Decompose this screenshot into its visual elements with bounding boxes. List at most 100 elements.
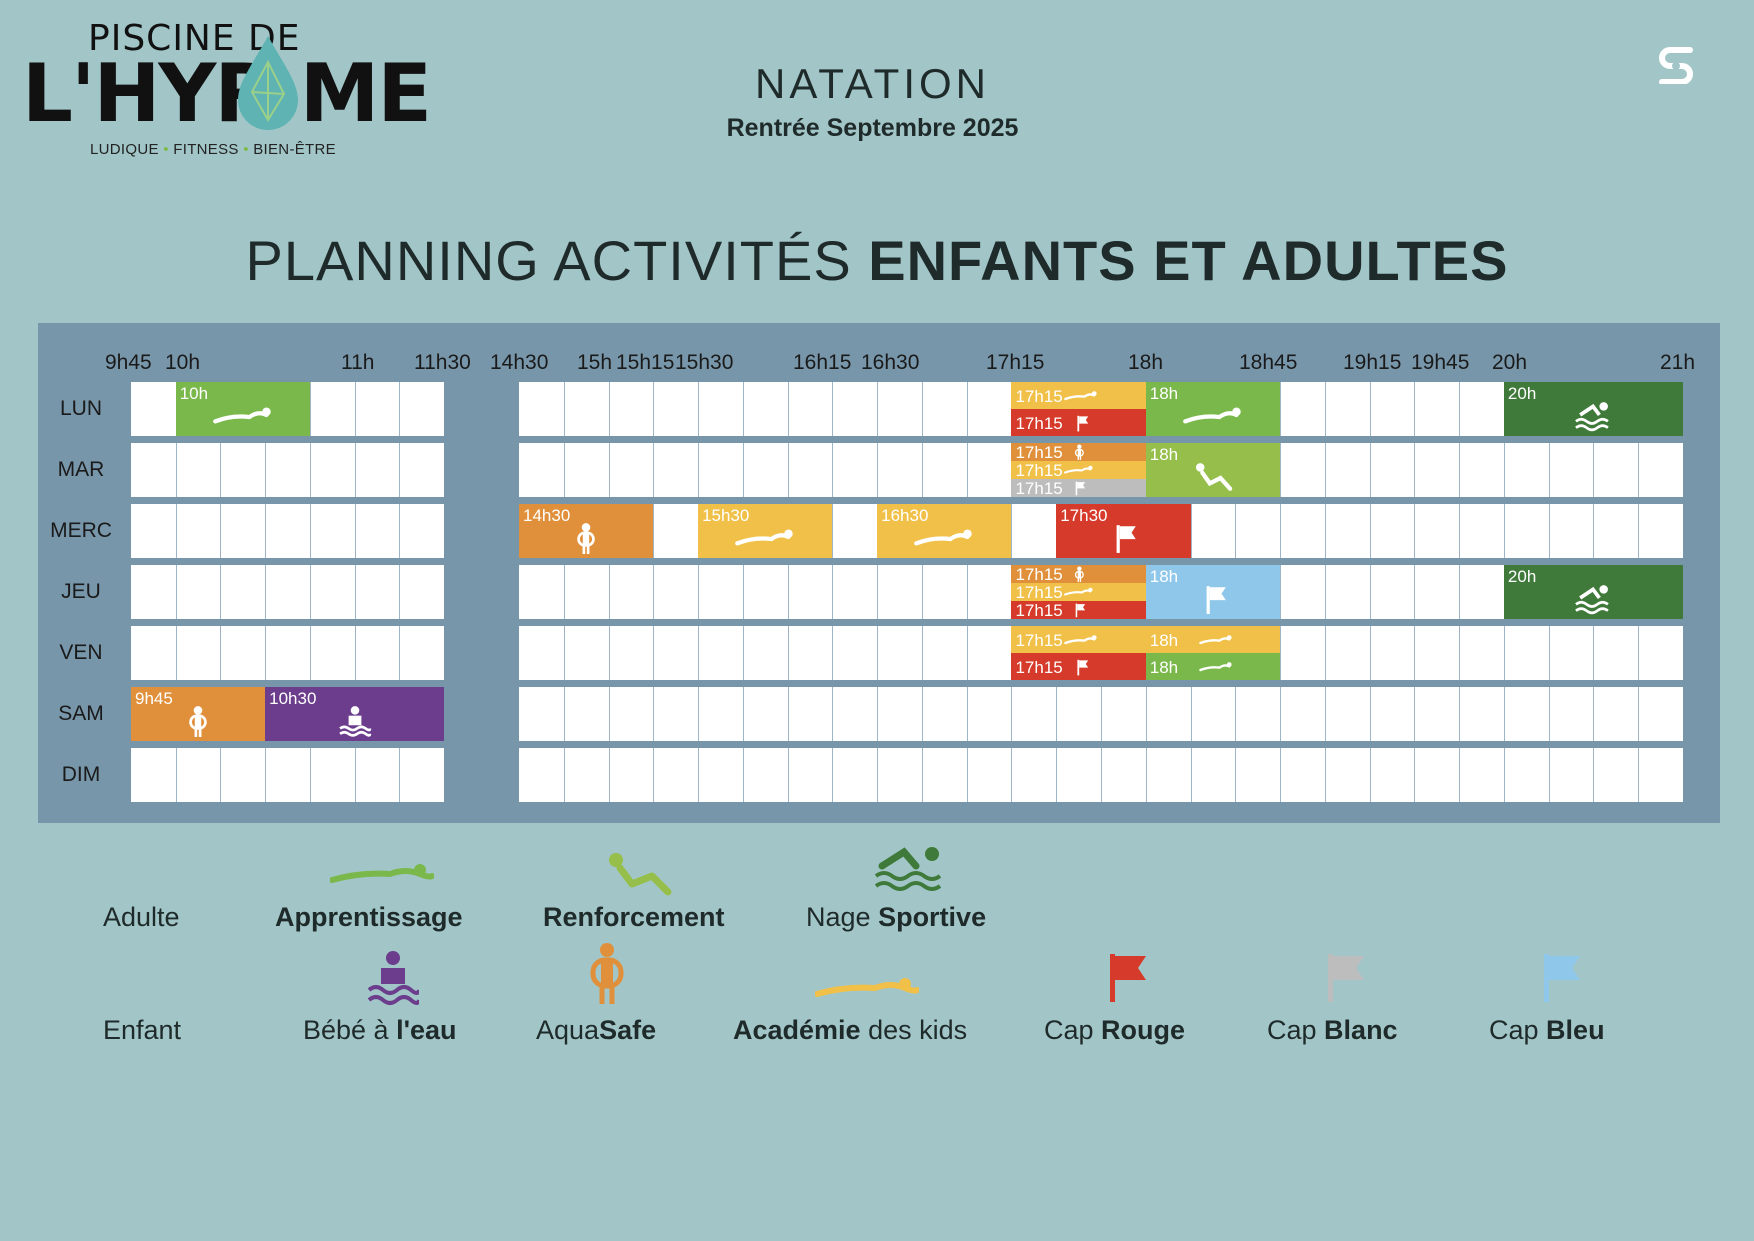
event-time: 18h [1149,630,1179,650]
schedule-event[interactable]: 20h [1503,382,1683,436]
legend-academie: Académie des kids [733,1015,967,1046]
schedule-event[interactable]: 14h30 [519,504,654,558]
schedule-event[interactable]: 18h [1145,443,1281,497]
schedule-event[interactable]: 17h15 [1011,653,1146,680]
legend-bebe-light: Bébé à [303,1015,397,1045]
s-logo-icon [1659,47,1693,84]
page-title-light: PLANNING ACTIVITÉS [245,229,869,292]
event-time: 17h15 [1015,461,1063,480]
schedule-row [131,565,444,619]
schedule-event[interactable]: 17h15 [1011,626,1146,653]
schedule-event[interactable]: 18h [1145,565,1281,619]
schedule-event[interactable]: 17h15 [1011,479,1146,497]
legend-cap-rouge-prefix: Cap [1044,1015,1102,1045]
legend-renforcement: Renforcement [543,902,725,933]
schedule-event[interactable]: 16h30 [877,504,1012,558]
flag-icon [1076,603,1086,618]
time-header: 11h30 [414,351,471,374]
legend-cap-rouge: Cap Rouge [1044,1015,1185,1046]
event-time: 17h30 [1060,506,1108,525]
event-time: 10h30 [269,689,317,708]
day-label: MAR [57,458,105,481]
legend-cap-bleu: Cap Bleu [1489,1015,1605,1046]
schedule-row [131,443,444,497]
legend-aqua-light: Aqua [536,1015,600,1045]
legend-nage-light: Nage [806,902,879,932]
legend-cap-rouge-bold: Rouge [1101,1015,1186,1045]
flag-icon [1110,954,1146,1002]
event-time: 20h [1507,567,1537,586]
schedule-row [131,626,444,680]
time-header: 17h15 [986,351,1045,374]
day-label: DIM [61,763,101,786]
time-header: 14h30 [490,351,549,374]
swimmer-glide-icon [1064,390,1098,400]
schedule-event[interactable]: 10h [175,382,310,436]
legend-cap-bleu-bold: Bleu [1546,1015,1605,1045]
schedule-event[interactable]: 17h15 [1011,443,1146,462]
legend-apprentissage-label: Apprentissage [275,902,463,932]
page-title: PLANNING ACTIVITÉS ENFANTS ET ADULTES [0,228,1754,293]
swimmer-glide-icon [212,407,271,424]
event-time: 18h [1149,384,1179,403]
legend-nage-bold: Sportive [878,902,987,932]
schedule-row [519,687,1683,741]
schedule-event[interactable]: 20h [1503,565,1683,619]
flag-icon [1077,415,1089,431]
schedule-event[interactable]: 17h15 [1011,583,1146,602]
swimmer-glide-icon [1183,407,1241,424]
schedule-event[interactable]: 10h30 [265,687,444,741]
logo-tagline: LUDIQUE • FITNESS • BIEN-ÊTRE [90,141,336,158]
schedule-event[interactable]: 18h [1145,626,1281,653]
situp-icon [609,853,672,896]
time-header: 16h15 [793,351,852,374]
day-label: VEN [59,641,103,664]
event-time: 14h30 [523,506,571,525]
time-header: 18h [1128,351,1164,374]
legend-cap-blanc-prefix: Cap [1267,1015,1325,1045]
logo-line-2: L'HYR ME [22,47,432,140]
event-time: 18h [1149,567,1179,586]
page-title-bold: ENFANTS ET ADULTES [868,229,1509,292]
schedule-event[interactable]: 17h15 [1011,382,1146,409]
event-time: 17h15 [1015,630,1063,650]
day-label: LUN [59,397,102,420]
swimmer-glide-icon [735,529,793,546]
time-header: 10h [165,351,201,374]
schedule-event[interactable]: 17h15 [1011,565,1146,584]
event-time: 17h15 [1015,657,1063,677]
schedule-event[interactable]: 18h [1145,382,1281,436]
swimmer-glide-icon [815,978,919,997]
schedule-event[interactable]: 18h [1145,653,1281,680]
event-time: 9h45 [135,689,173,708]
schedule-event[interactable]: 17h15 [1011,601,1146,619]
legend-academie-light: des kids [860,1015,968,1045]
schedule-event[interactable]: 17h30 [1056,504,1191,558]
flag-icon [1116,525,1137,553]
schedule-event[interactable]: 15h30 [698,504,833,558]
child-float-icon [590,943,624,1004]
child-float-icon [1075,566,1085,583]
time-header: 15h15 [616,351,675,374]
day-label: MERC [50,519,112,542]
swimmer-glide-icon [1064,466,1093,474]
schedule-event[interactable]: 9h45 [131,687,266,741]
event-time: 20h [1507,384,1537,403]
schedule-row [131,748,444,802]
event-time: 17h15 [1015,386,1063,406]
time-header: 19h15 [1343,351,1402,374]
event-time: 17h15 [1015,443,1063,462]
schedule-event[interactable]: 17h15 [1011,461,1146,480]
event-time: 17h15 [1015,601,1063,619]
legend-apprentissage: Apprentissage [275,902,463,933]
swimmer-glide-icon [914,529,973,546]
event-time: 17h15 [1015,565,1063,584]
legend-aquasafe: AquaSafe [536,1015,656,1046]
schedule-event[interactable]: 17h15 [1011,409,1146,436]
swimmer-waves-icon [1575,585,1610,615]
tag-ludique: LUDIQUE [90,141,159,158]
legend-cap-blanc-bold: Blanc [1324,1015,1398,1045]
tag-fitness: FITNESS [173,141,239,158]
day-label: JEU [61,580,101,603]
time-header: 11h [341,351,375,374]
